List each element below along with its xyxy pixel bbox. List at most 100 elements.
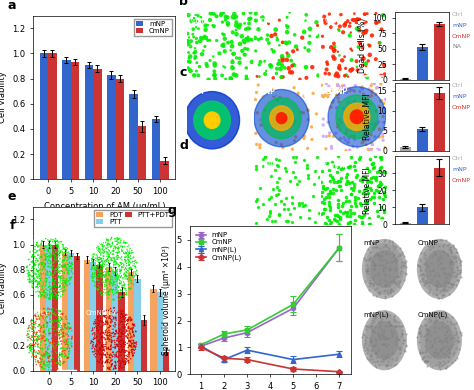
Point [66,325,73,331]
Point [361,332,368,338]
Point [48,351,56,357]
Point [381,335,389,342]
Point [362,257,369,263]
Point [107,343,115,349]
Point [384,287,392,293]
Point [444,242,451,248]
Point [321,186,328,192]
Point [49,342,57,348]
Point [35,279,42,285]
Point [115,348,123,354]
Point [111,363,119,370]
Point [48,367,55,373]
Point [117,352,125,358]
Point [443,279,451,285]
Point [396,346,403,352]
Point [37,359,45,365]
Point [109,333,117,340]
Point [108,346,115,352]
Point [356,200,364,206]
Point [336,178,344,184]
Point [435,350,442,356]
Point [41,292,48,298]
Point [111,352,119,358]
Point [36,334,43,340]
Point [112,287,120,293]
Point [45,248,52,255]
Point [113,349,121,355]
Point [320,195,328,202]
Point [118,311,126,317]
Point [51,238,58,245]
Point [117,274,125,280]
Point [382,295,389,301]
Point [103,249,110,255]
Point [319,122,327,128]
Point [419,275,427,281]
Point [129,346,137,353]
Point [36,291,44,297]
Point [431,324,439,330]
Point [452,282,460,288]
Point [97,350,104,356]
Point [282,39,290,46]
Point [116,365,123,372]
Point [261,153,269,160]
Point [121,254,129,260]
Point [118,344,126,351]
Point [113,338,121,344]
Point [120,281,128,287]
Point [288,69,296,76]
Point [131,323,138,329]
Point [439,243,447,249]
Point [350,11,358,17]
Point [126,286,134,292]
Point [55,333,63,339]
Point [396,350,404,356]
Point [124,325,132,331]
Point [252,96,259,103]
Point [24,277,32,283]
Point [397,268,405,274]
Point [113,241,121,247]
Point [117,287,124,294]
Point [388,285,395,292]
Point [50,361,58,367]
Point [43,320,51,326]
Point [118,261,125,267]
Point [359,139,366,145]
Point [108,352,115,358]
Point [108,340,116,346]
Point [60,345,68,351]
Point [37,275,45,281]
Point [132,277,139,283]
Point [380,358,387,364]
Point [355,44,362,50]
Point [61,339,68,346]
Point [336,214,344,220]
Point [52,312,59,318]
Point [375,181,383,188]
Point [395,284,402,290]
Point [444,275,451,281]
Point [220,44,228,50]
Point [123,322,130,328]
Point [190,26,197,32]
Point [48,272,55,278]
Point [132,328,140,335]
Point [318,82,325,89]
Point [272,31,279,37]
Point [220,10,228,16]
Point [121,353,128,359]
Point [118,331,126,337]
Point [227,75,235,82]
Bar [118,292,125,370]
Point [55,257,62,264]
Point [107,278,114,285]
Point [439,292,447,298]
Point [269,75,277,81]
Point [125,257,133,263]
Point [413,333,421,340]
Point [109,309,117,316]
Point [388,350,396,356]
